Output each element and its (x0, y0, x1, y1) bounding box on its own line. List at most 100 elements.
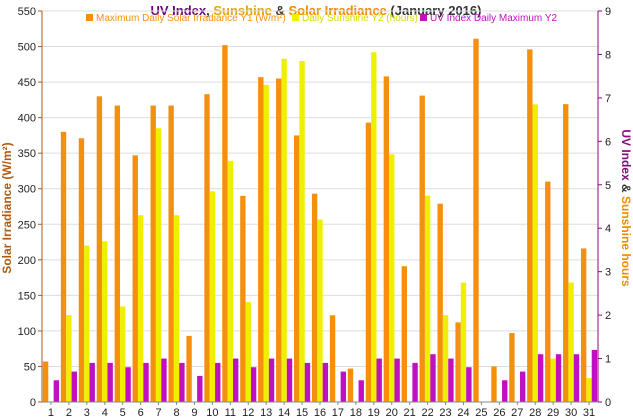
x-tick-label: 11 (225, 407, 236, 419)
bar-irradiance-day-27 (509, 333, 515, 402)
bar-irradiance-day-31 (580, 248, 587, 402)
bar-sunshine-day-28 (532, 104, 538, 402)
legend-label: UV Index Daily Maximum Y2 (430, 13, 558, 24)
y-left-tick-label: 200 (18, 255, 36, 267)
bar-sunshine-day-13 (263, 84, 269, 403)
bar-uv-day-19 (376, 358, 382, 402)
legend-swatch (86, 14, 93, 21)
bar-irradiance-day-6 (132, 155, 138, 402)
bar-irradiance-day-25 (473, 38, 479, 402)
x-tick-label: 6 (138, 407, 144, 419)
x-tick-label: 16 (314, 407, 326, 419)
bar-irradiance-day-11 (222, 45, 228, 403)
bar-sunshine-day-19 (371, 52, 377, 403)
y-axis-left-title: Solar Irradiance (W/m²) (0, 142, 14, 273)
x-tick-label: 5 (120, 407, 126, 419)
y-left-tick-label: 100 (18, 326, 36, 338)
bar-sunshine-day-4 (102, 241, 108, 402)
bar-sunshine-day-15 (299, 60, 305, 403)
bar-sunshine-day-30 (568, 282, 574, 402)
bar-uv-day-15 (304, 362, 311, 402)
bar-irradiance-day-10 (204, 94, 210, 403)
x-tick-label: 2 (66, 407, 72, 419)
x-tick-label: 14 (278, 407, 290, 419)
x-tick-label: 10 (206, 407, 218, 419)
bar-uv-day-3 (89, 362, 95, 402)
bar-uv-day-1 (53, 380, 60, 402)
bar-irradiance-day-2 (60, 131, 67, 402)
x-tick-label: 27 (511, 407, 523, 419)
y-right-tick-label: 5 (605, 180, 611, 192)
bar-uv-day-12 (250, 367, 257, 402)
bar-irradiance-day-30 (563, 104, 569, 402)
bar-irradiance-day-18 (347, 368, 354, 402)
x-tick-label: 15 (296, 407, 308, 419)
bar-sunshine-day-5 (120, 306, 126, 402)
x-tick-label: 30 (565, 407, 577, 419)
bar-sunshine-day-31 (586, 378, 592, 402)
bar-uv-day-14 (286, 358, 293, 402)
axes: 0501001502002503003504004505005500123456… (18, 6, 611, 419)
x-tick-label: 7 (156, 407, 162, 419)
bar-sunshine-day-6 (137, 215, 144, 402)
bars-layer (42, 38, 598, 403)
bar-irradiance-day-15 (293, 135, 300, 402)
bar-irradiance-day-9 (186, 335, 192, 402)
y-left-tick-label: 450 (18, 77, 36, 89)
bar-uv-day-23 (448, 358, 454, 402)
y-right-tick-label: 4 (605, 223, 611, 235)
y-right-tick-label: 1 (605, 354, 611, 366)
bar-sunshine-day-14 (281, 58, 287, 402)
bar-irradiance-day-3 (78, 138, 85, 402)
x-tick-label: 3 (84, 407, 90, 419)
bar-uv-day-27 (519, 371, 526, 402)
bar-irradiance-day-16 (311, 193, 318, 402)
bar-irradiance-day-7 (150, 105, 156, 403)
legend-swatch (420, 14, 427, 21)
x-tick-label: 24 (457, 407, 469, 419)
bar-irradiance-day-21 (401, 266, 407, 402)
bar-sunshine-day-7 (155, 128, 162, 403)
bar-uv-day-13 (268, 358, 275, 402)
bar-irradiance-day-5 (114, 105, 121, 403)
bar-uv-day-7 (161, 358, 167, 402)
bar-uv-day-8 (179, 362, 185, 402)
x-tick-label: 25 (475, 407, 487, 419)
bar-uv-day-18 (358, 380, 364, 402)
bar-irradiance-day-26 (491, 366, 497, 402)
y-right-tick-label: 2 (605, 310, 611, 322)
bar-sunshine-day-29 (550, 358, 556, 402)
bar-irradiance-day-1 (42, 361, 49, 402)
legend-label: Maximum Daily Solar Irradiance Y1 (W/m²) (96, 13, 286, 24)
bar-sunshine-day-2 (66, 315, 72, 402)
legend-label: Daily Sunshine Y2 (hours) (302, 13, 418, 24)
y-left-tick-label: 300 (18, 184, 36, 196)
bar-sunshine-day-16 (317, 219, 323, 402)
y-left-tick-label: 250 (18, 219, 36, 231)
y-left-tick-label: 150 (18, 290, 36, 302)
bar-irradiance-day-24 (455, 322, 461, 402)
x-tick-label: 18 (350, 407, 362, 419)
y-left-tick-label: 550 (18, 6, 36, 18)
y-right-tick-label: 0 (605, 397, 611, 409)
bar-irradiance-day-8 (168, 105, 174, 403)
x-tick-label: 21 (404, 407, 416, 419)
bar-irradiance-day-28 (527, 49, 533, 402)
x-tick-label: 8 (173, 407, 179, 419)
y-right-tick-label: 6 (605, 136, 611, 148)
bar-sunshine-day-12 (245, 302, 251, 402)
bar-sunshine-day-8 (173, 215, 180, 402)
bar-uv-day-21 (412, 362, 418, 402)
x-tick-label: 17 (332, 407, 344, 419)
y-right-tick-label: 3 (605, 267, 611, 279)
bar-irradiance-day-14 (276, 78, 282, 402)
bar-sunshine-day-23 (442, 315, 449, 402)
x-tick-label: 28 (529, 407, 541, 419)
bar-irradiance-day-17 (329, 315, 336, 402)
x-tick-label: 12 (242, 407, 254, 419)
bar-irradiance-day-12 (240, 195, 246, 402)
bar-irradiance-day-19 (365, 122, 372, 403)
bar-sunshine-day-22 (424, 195, 431, 402)
y-axis-right-title-part-0: UV Index (619, 129, 633, 181)
bar-uv-day-31 (591, 349, 598, 402)
